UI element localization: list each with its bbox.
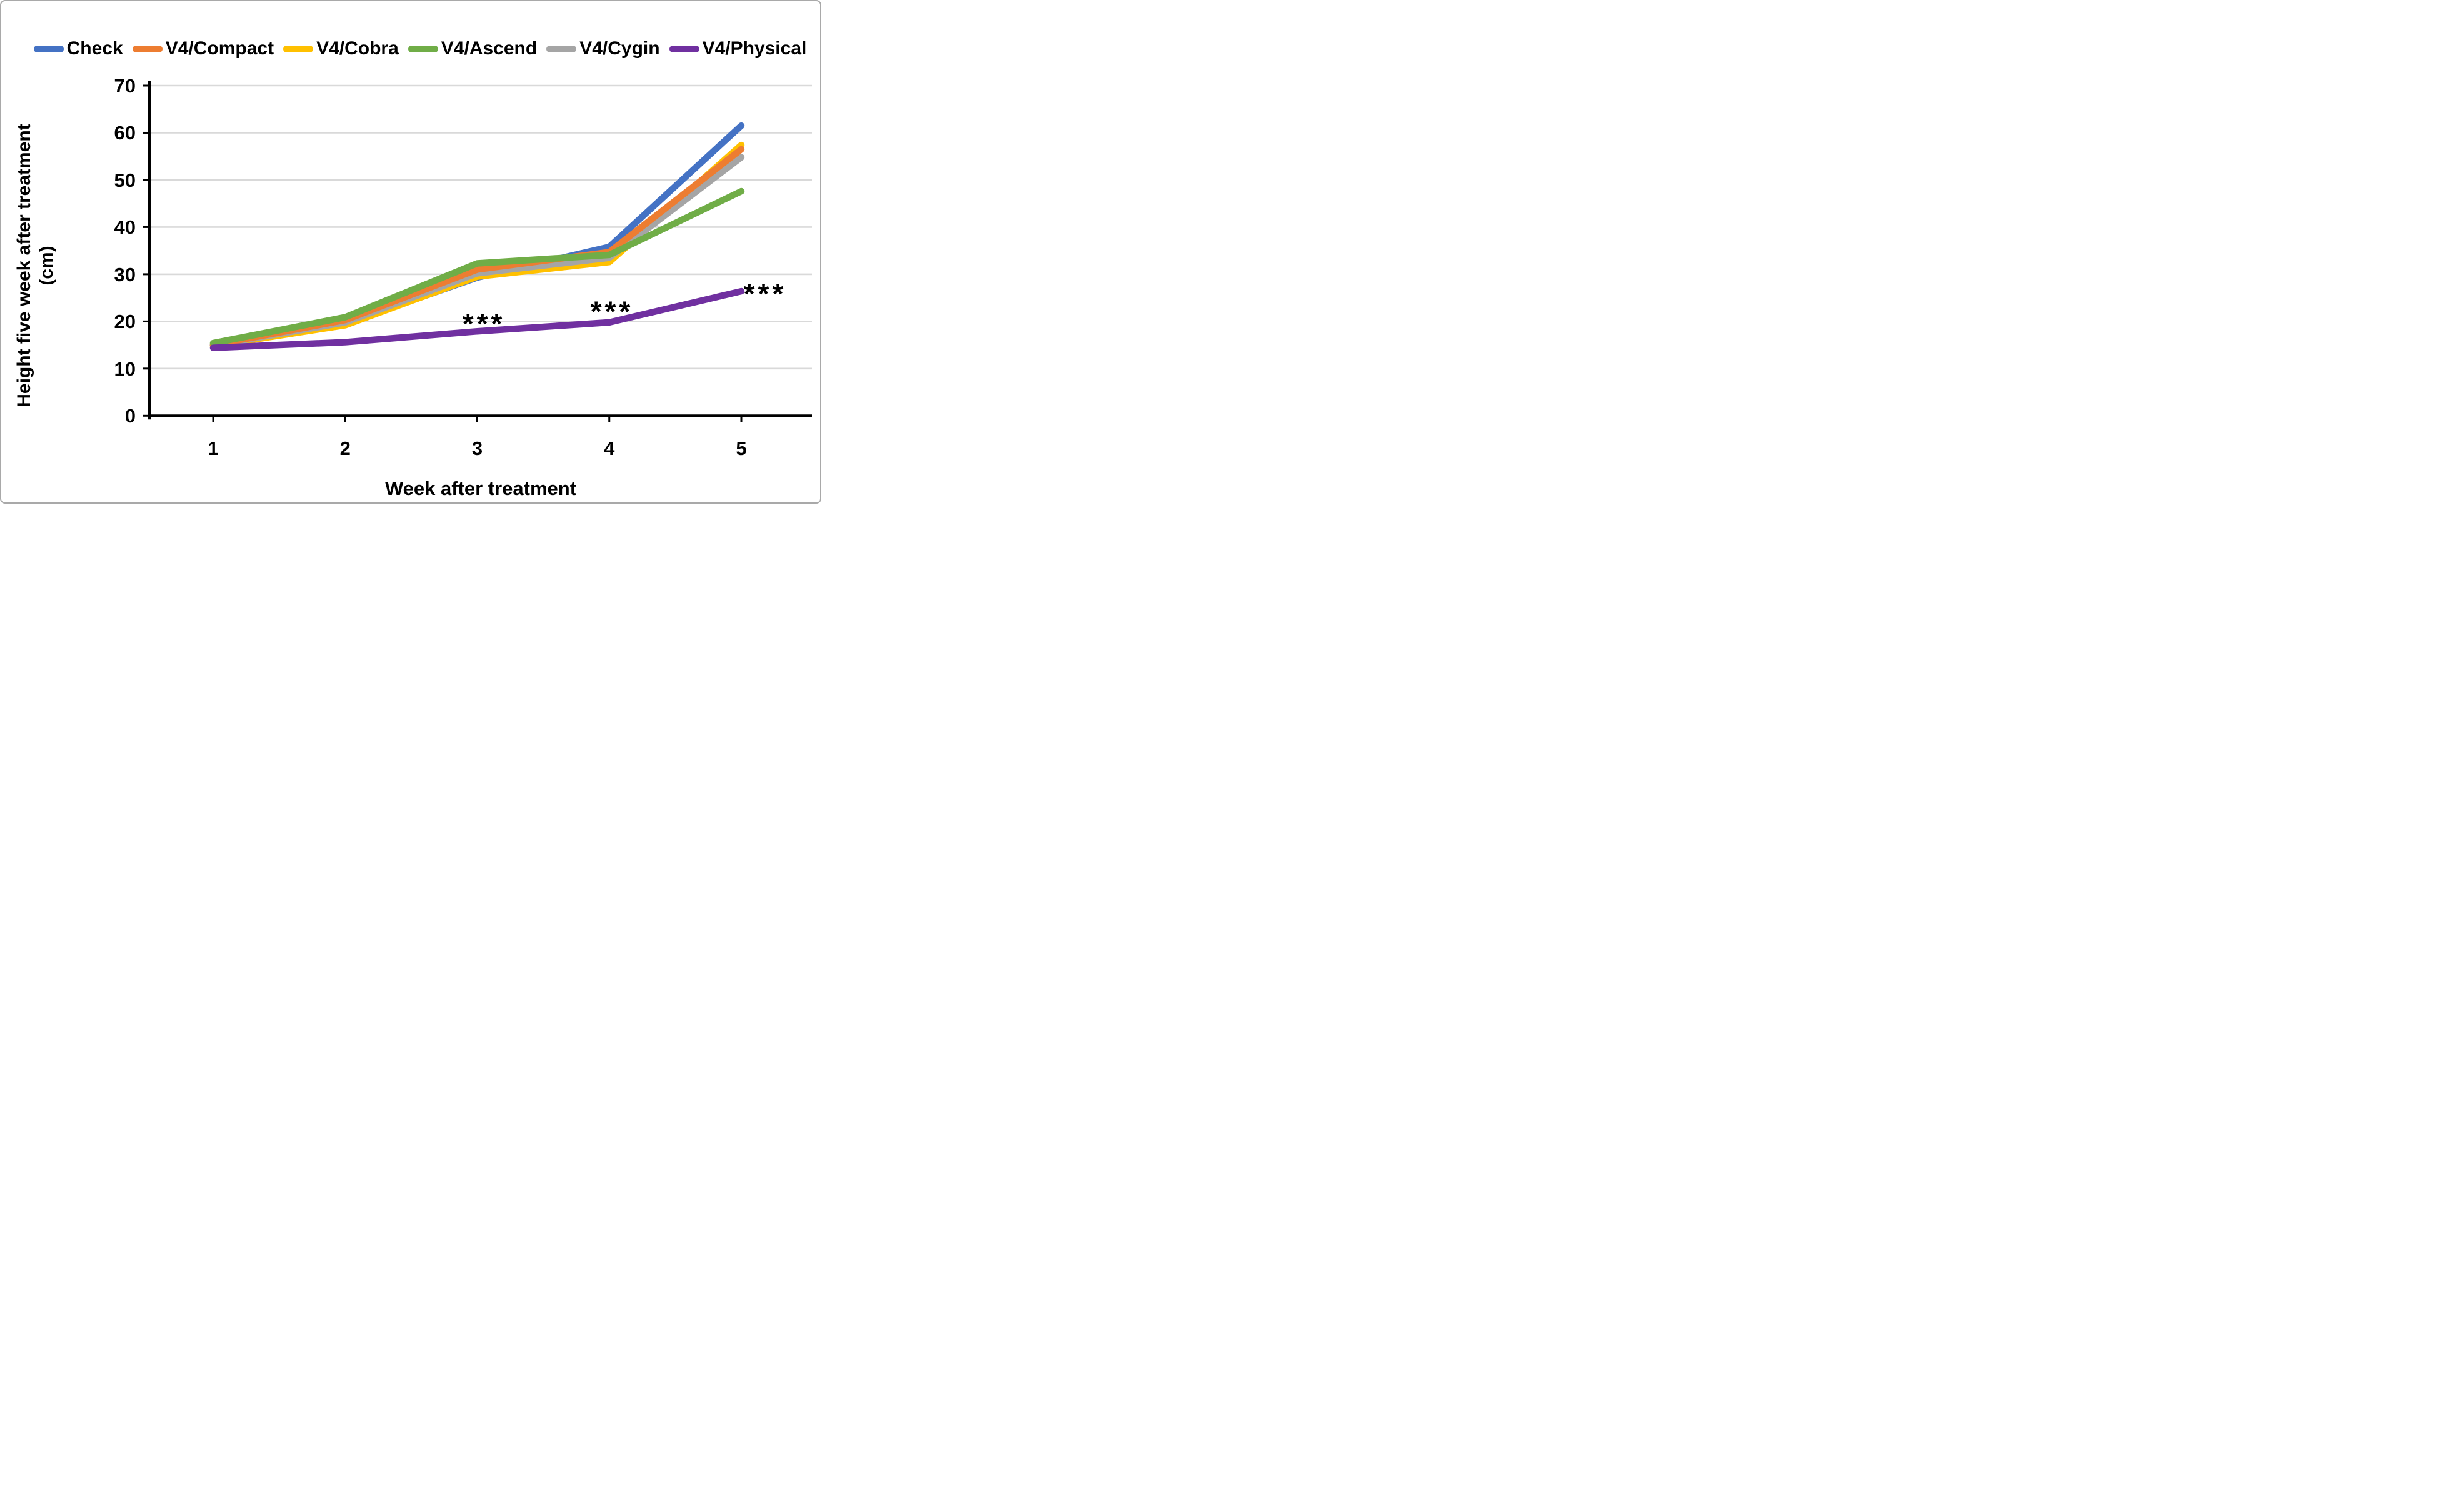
significance-asterisks: *** — [591, 295, 634, 327]
legend-item-label: V4/Cygin — [579, 38, 660, 59]
x-axis-title: Week after treatment — [384, 477, 577, 499]
series-line-v4-ascend — [209, 187, 745, 347]
y-tick-label: 30 — [114, 263, 136, 286]
legend-item: V4/Cobra — [283, 39, 399, 58]
legend-item-label: Check — [66, 38, 123, 59]
legend-swatch-line-icon — [669, 45, 699, 52]
legend-swatch-line-icon — [33, 45, 64, 52]
x-tick-label: 2 — [339, 437, 351, 459]
significance-asterisks: *** — [744, 277, 787, 310]
y-tick-label: 20 — [114, 311, 136, 333]
x-tick-label: 3 — [471, 437, 483, 459]
legend-swatch-line-icon — [132, 45, 163, 52]
y-axis-title-line2: (cm) — [36, 246, 57, 286]
x-tick-label: 1 — [208, 437, 219, 459]
chart-frame: Check V4/Compact V4/Cobra V4/Ascend V4/C… — [0, 0, 821, 504]
y-tick-label: 10 — [114, 357, 136, 380]
legend-swatch-line-icon — [408, 45, 438, 52]
legend-item: V4/Compact — [132, 38, 274, 59]
y-tick-label: 50 — [114, 169, 136, 191]
y-tick-label: 0 — [124, 405, 136, 427]
y-axis-title-line1: Height five week after treatment — [14, 124, 34, 407]
legend-item-label: V4/Ascend — [441, 38, 538, 59]
legend-item: V4/Physical — [669, 38, 807, 59]
significance-asterisks: *** — [463, 307, 506, 340]
legend-swatch-line-icon — [546, 45, 577, 52]
y-tick-label: 60 — [114, 122, 136, 144]
series-line-v4-physical — [209, 287, 745, 351]
y-tick-label: 40 — [114, 216, 136, 239]
legend-item-label: V4/Cobra — [316, 38, 399, 59]
legend-item: V4/Cygin — [546, 38, 660, 59]
legend: Check V4/Compact V4/Cobra V4/Ascend V4/C… — [1, 34, 820, 63]
legend-swatch-line-icon — [283, 45, 314, 52]
legend-item: V4/Ascend — [408, 39, 537, 58]
legend-item-label: V4/Compact — [165, 38, 274, 59]
legend-item-label: V4/Physical — [702, 38, 807, 59]
y-axis-title: Height five week after treatment (cm) — [11, 91, 61, 441]
legend-item: Check — [33, 38, 123, 59]
plot-area: *** *** *** — [143, 81, 812, 422]
y-tick-label: 70 — [114, 75, 136, 97]
x-tick-label: 4 — [604, 437, 615, 459]
x-tick-label: 5 — [736, 437, 747, 459]
